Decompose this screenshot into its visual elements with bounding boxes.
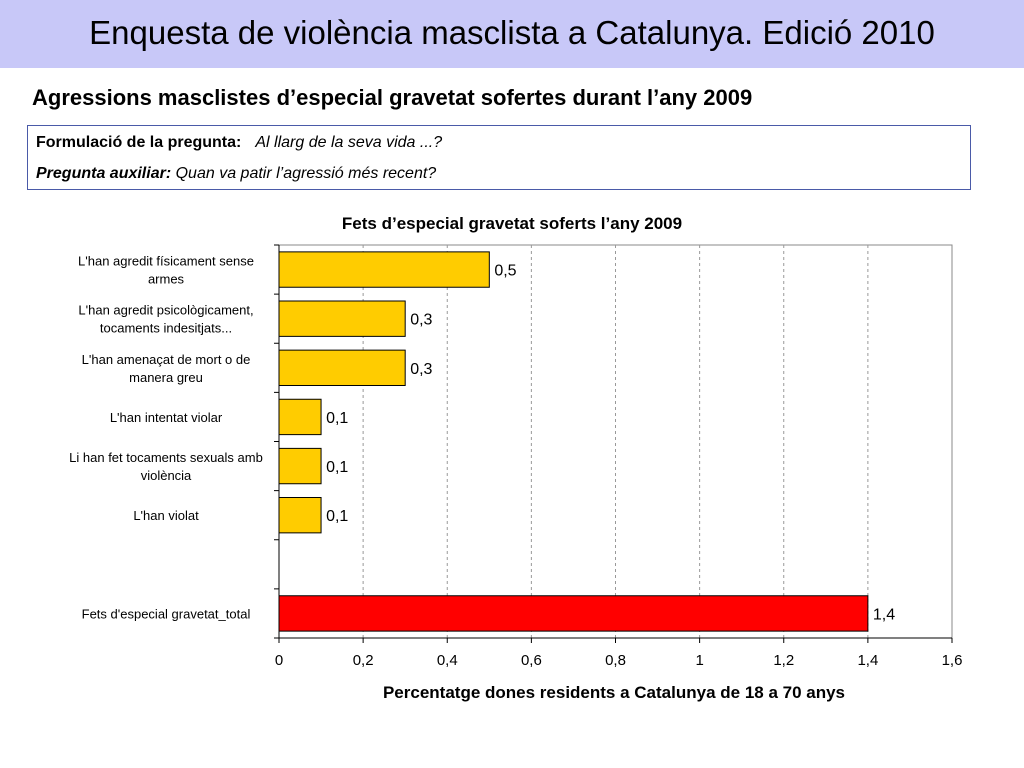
category-label: armes <box>148 272 185 287</box>
data-label: 0,3 <box>410 361 432 378</box>
category-label: L'han amenaçat de mort o de <box>82 352 251 367</box>
formulation-label: Formulació de la pregunta: <box>36 134 242 151</box>
category-label: Fets d'especial gravetat_total <box>82 606 251 621</box>
category-label: manera greu <box>129 370 203 385</box>
bar <box>278 349 406 386</box>
formulation-value: Al llarg de la seva vida ...? <box>255 134 443 151</box>
x-axis-label: Percentatge dones residents a Catalunya … <box>383 683 845 702</box>
category-label: tocaments indesitjats... <box>100 321 232 336</box>
x-tick-label: 0 <box>275 652 283 669</box>
question-box: Formulació de la pregunta: Al llarg de la… <box>27 125 971 190</box>
x-tick-label: 0,8 <box>605 652 626 669</box>
x-tick-label: 1,6 <box>942 652 963 669</box>
page-subtitle: Agressions masclistes d’especial graveta… <box>32 85 753 110</box>
x-tick-label: 0,4 <box>437 652 458 669</box>
bar <box>278 595 869 632</box>
category-label: L'han intentat violar <box>110 410 223 425</box>
bar <box>278 398 322 436</box>
data-label: 0,1 <box>326 410 348 427</box>
formulation-row: Formulació de la pregunta: Al llarg de la… <box>36 134 442 152</box>
category-label: L'han agredit físicament sense <box>78 254 254 269</box>
x-tick-label: 0,2 <box>353 652 374 669</box>
bar <box>278 497 322 534</box>
chart-title: Fets d’especial gravetat soferts l’any 2… <box>342 214 682 233</box>
x-tick-label: 0,6 <box>521 652 542 669</box>
data-label: 0,1 <box>326 508 348 525</box>
auxiliary-label: Pregunta auxiliar: <box>36 165 172 182</box>
page-title: Enquesta de violència masclista a Catalu… <box>89 14 935 51</box>
auxiliary-row: Pregunta auxiliar: Quan va patir l’agres… <box>36 165 436 183</box>
x-tick-label: 1,2 <box>773 652 794 669</box>
data-label: 1,4 <box>873 606 895 623</box>
bar <box>278 300 406 337</box>
category-label: L'han violat <box>133 508 199 523</box>
category-label: violència <box>141 468 192 483</box>
data-label: 0,5 <box>494 263 516 280</box>
category-label: Li han fet tocaments sexuals amb <box>69 450 263 465</box>
category-label: L'han agredit psicològicament, <box>78 303 253 318</box>
auxiliary-value: Quan va patir l’agressió més recent? <box>175 165 437 182</box>
x-tick-label: 1 <box>695 652 703 669</box>
bar <box>278 251 490 288</box>
data-label: 0,1 <box>326 459 348 476</box>
x-tick-label: 1,4 <box>857 652 878 669</box>
bar <box>278 447 322 485</box>
header-band: Enquesta de violència masclista a Catalu… <box>0 0 1024 68</box>
data-label: 0,3 <box>410 312 432 329</box>
